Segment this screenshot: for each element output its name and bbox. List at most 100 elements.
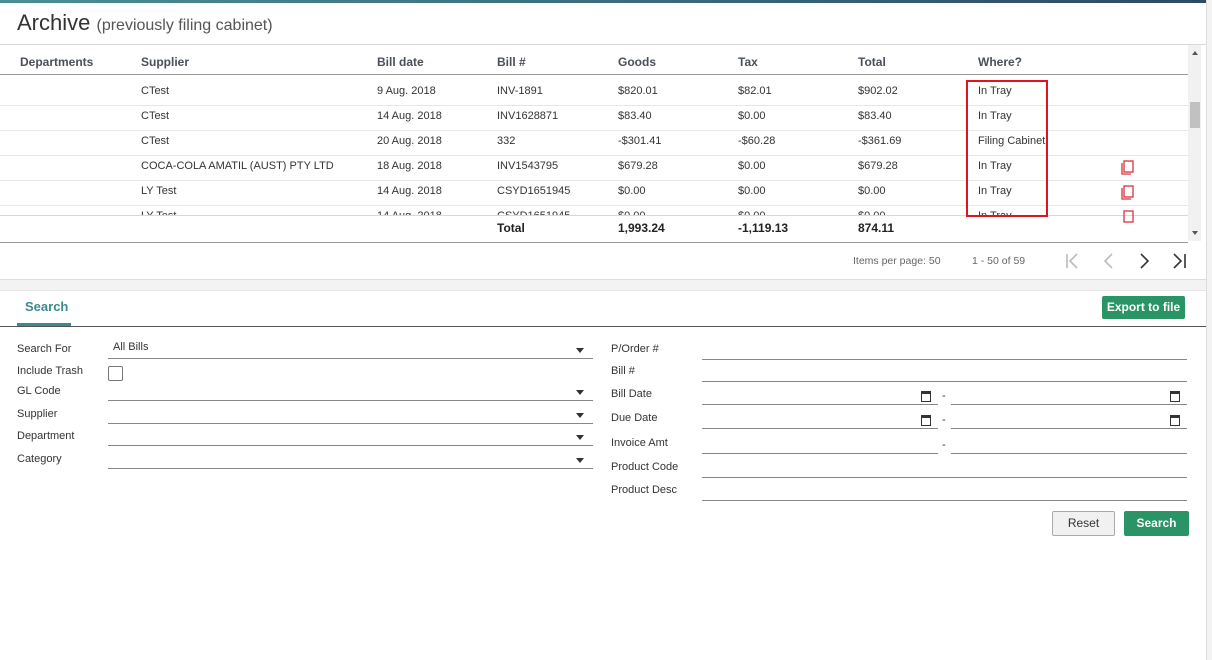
column-header[interactable]: Total [858,55,886,69]
range-separator: - [942,390,946,402]
items-label: Items per page: [853,255,926,267]
scroll-thumb[interactable] [1190,102,1200,128]
divider [0,44,1212,45]
calendar-icon[interactable] [1170,391,1180,402]
table-cell: $679.28 [858,160,898,172]
table-cell: $83.40 [618,110,652,122]
table-cell: CSYD1651945 [497,210,570,215]
input-line[interactable] [702,500,1187,501]
table-cell: $83.40 [858,110,892,122]
select-line[interactable] [108,423,593,424]
export-button[interactable]: Export to file [1102,296,1185,319]
table-cell: INV1628871 [497,110,559,122]
field-label: Product Desc [611,484,678,496]
column-header[interactable]: Bill # [497,55,526,69]
column-header[interactable]: Supplier [141,55,190,69]
table-cell: In Tray [978,160,1012,172]
items-per-page: Items per page: 50 [853,255,941,267]
row-line [0,180,1188,181]
reset-button[interactable]: Reset [1052,511,1115,536]
select-line[interactable] [108,445,593,446]
input-line[interactable] [702,359,1187,360]
field-label: Due Date [611,412,658,424]
table-cell: 9 Aug. 2018 [377,85,436,97]
table-cell: CTest [141,110,170,122]
input-line[interactable] [951,453,1187,454]
select-line[interactable] [108,358,593,359]
table-cell: Filing Cabinet [978,135,1046,147]
column-header[interactable]: Goods [618,55,656,69]
row-line [0,105,1188,106]
title: Archive [17,10,91,35]
column-header[interactable]: Where? [978,55,1023,69]
field-label: Product Code [611,461,679,473]
top-bar [0,0,1212,3]
search-tab[interactable]: Search [25,299,69,314]
tab-underline [17,323,71,326]
table-cell: $0.00 [738,160,766,172]
table-cell: -$301.41 [618,135,662,147]
table-cell: $0.00 [858,185,886,197]
dropdown-arrow[interactable] [576,348,584,353]
select-line[interactable] [108,468,593,469]
table-cell: In Tray [978,185,1012,197]
table-cell: $0.00 [618,185,646,197]
table-cell: 20 Aug. 2018 [377,135,442,147]
input-line[interactable] [702,404,938,405]
scroll-arrows[interactable] [1190,48,1200,238]
dropdown-arrow[interactable] [576,435,584,440]
input-line[interactable] [702,477,1187,478]
table-cell: -$361.69 [858,135,902,147]
field-label: Search For [17,343,72,355]
select-value[interactable]: All Bills [113,341,149,353]
select-line[interactable] [108,400,593,401]
column-header[interactable]: Bill date [377,55,424,69]
checkbox[interactable] [108,366,123,381]
table-cell: $679.28 [618,160,658,172]
totals-total: 874.11 [858,221,895,235]
pager-buttons[interactable] [1060,250,1195,272]
search-button[interactable]: Search [1124,511,1189,536]
items-value[interactable]: 50 [928,255,941,267]
dropdown-arrow[interactable] [576,458,584,463]
calendar-icon[interactable] [921,391,931,402]
column-header[interactable]: Departments [20,55,94,69]
input-line[interactable] [702,428,938,429]
page-range: 1 - 50 of 59 [972,255,1026,267]
table-cell: In Tray [978,110,1012,122]
field-label: Include Trash [17,365,84,377]
input-line[interactable] [702,453,938,454]
table-cell: CTest [141,135,170,147]
row-line [0,155,1188,156]
input-line[interactable] [702,381,1187,382]
table-cell: $902.02 [858,85,898,97]
field-label: Invoice Amt [611,437,668,449]
table-cell: CTest [141,85,170,97]
dropdown-arrow[interactable] [576,413,584,418]
input-line[interactable] [951,404,1187,405]
subtitle: (previously filing cabinet) [96,17,273,34]
totals-tax: -1,119.13 [738,221,789,235]
table-cell: In Tray [978,85,1012,97]
table-cell: COCA-COLA AMATIL (AUST) PTY LTD [141,160,334,172]
copy-icons[interactable] [1120,158,1138,228]
column-header[interactable]: Tax [738,55,758,69]
input-line[interactable] [951,428,1187,429]
splitter[interactable] [0,279,1206,291]
dropdown-arrow[interactable] [576,390,584,395]
table-cell: $0.00 [858,210,886,215]
totals-bottom [0,242,1188,243]
calendar-icon[interactable] [921,415,931,426]
table-body: CTest 9 Aug. 2018 INV-1891 $820.01 $82.01 $90… [0,80,1188,215]
side-splitter[interactable] [1206,0,1212,660]
calendar-icon[interactable] [1170,415,1180,426]
table-cell: INV-1891 [497,85,543,97]
table-cell: $0.00 [738,185,766,197]
table-cell: 14 Aug. 2018 [377,110,442,122]
highlight-box [966,80,1048,217]
table-cell: 18 Aug. 2018 [377,160,442,172]
row-line [0,130,1188,131]
field-label: Category [17,453,62,465]
scrollbar[interactable] [1188,45,1201,241]
